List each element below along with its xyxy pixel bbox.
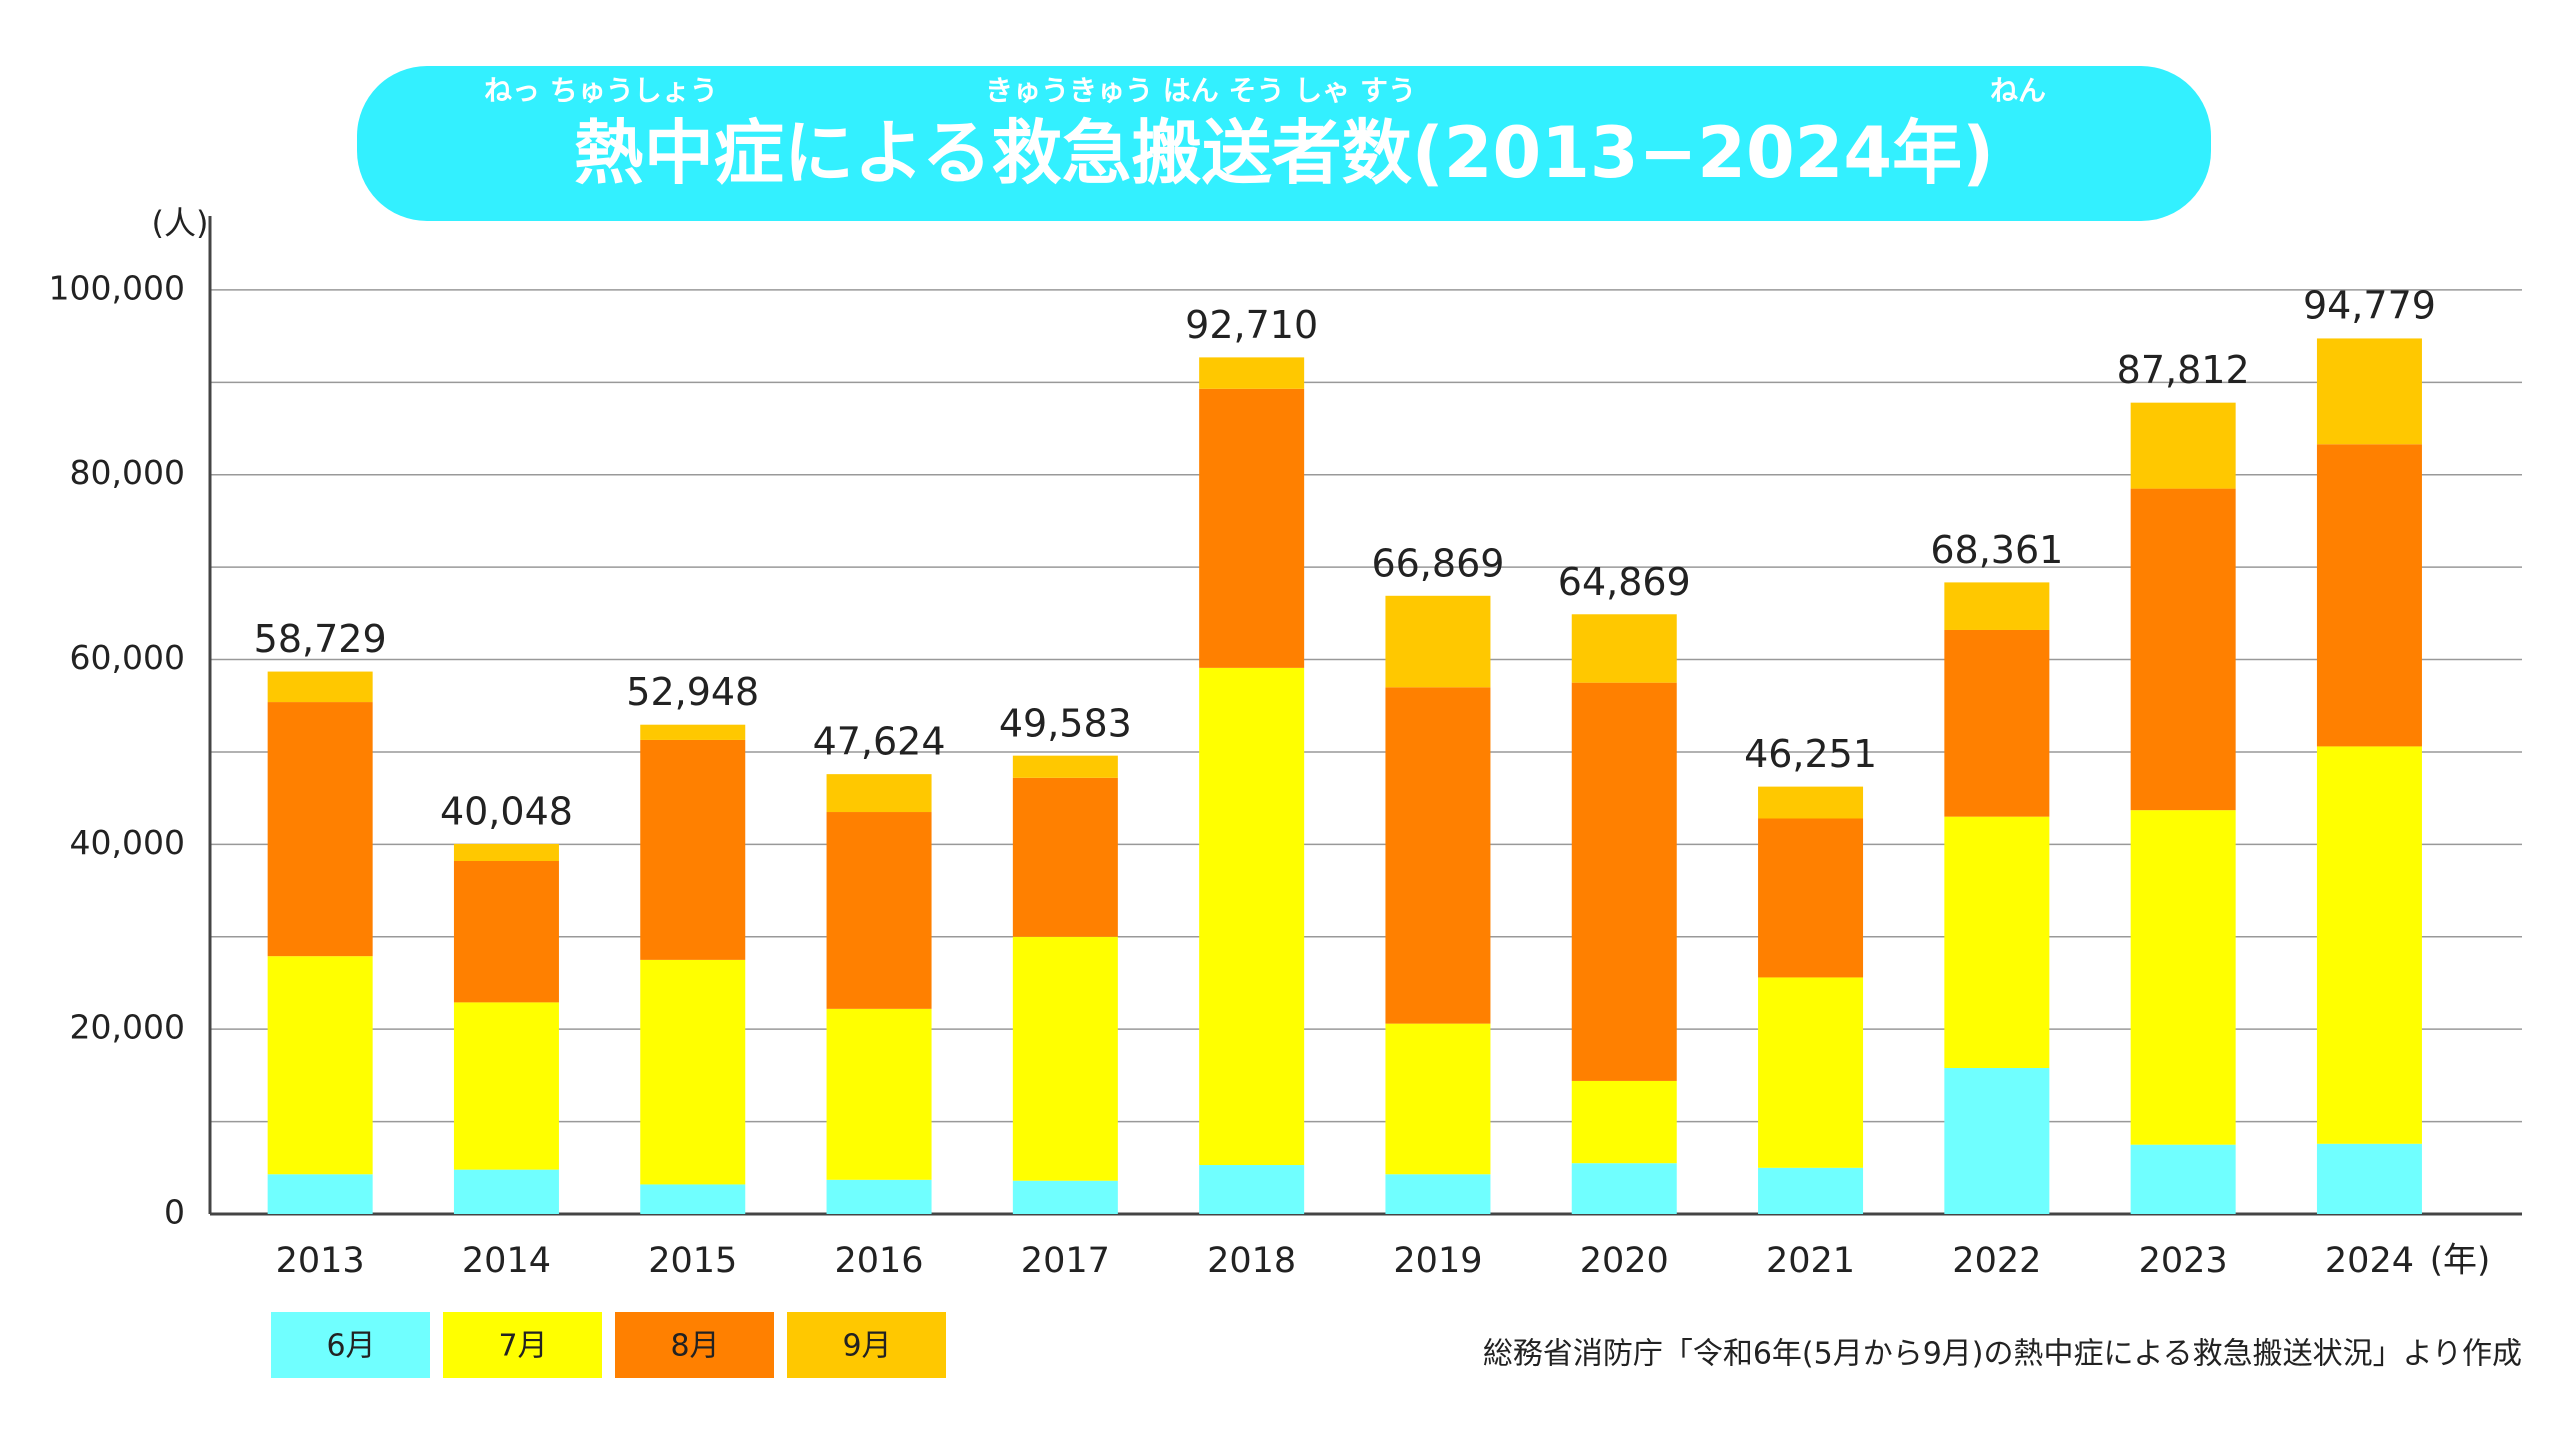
y-tick-label: 100,000 [49, 268, 185, 307]
bar-segment [453, 1169, 559, 1214]
bar-segment [1944, 816, 2050, 1068]
title-ruby: ねん [1990, 74, 2046, 107]
x-tick-label: 2014 [462, 1241, 551, 1281]
legend-swatch [271, 1312, 430, 1378]
bar-segment [2316, 746, 2422, 1144]
bar-segment [640, 724, 746, 740]
legend-label: 8月 [670, 1329, 719, 1364]
total-label: 68,361 [1930, 528, 2063, 572]
x-unit: (年) [2430, 1241, 2491, 1281]
total-label: 47,624 [813, 719, 946, 763]
bar-segment [2130, 402, 2236, 489]
bar-segment [453, 861, 559, 1003]
bar-segment [2316, 1143, 2422, 1214]
y-tick-label: 0 [164, 1193, 185, 1232]
bar-segment [2130, 488, 2236, 811]
bar-segment [826, 1008, 932, 1180]
bar-segment [1758, 818, 1864, 978]
bar-segment [640, 739, 746, 960]
title-ruby: ねっ ちゅうしょう [484, 74, 718, 107]
bar-segment [1944, 582, 2050, 630]
bar-segment [1571, 1163, 1677, 1214]
total-label: 49,583 [999, 701, 1132, 745]
total-label: 58,729 [254, 617, 387, 661]
bar-segment [267, 671, 373, 703]
bar-segment [267, 956, 373, 1175]
title-banner [357, 66, 2211, 221]
bar-segment [1571, 682, 1677, 1081]
x-tick-label: 2019 [1393, 1241, 1482, 1281]
bar-segment [1012, 777, 1118, 937]
bar-segment [453, 1002, 559, 1170]
bar-segment [2316, 338, 2422, 445]
y-tick-label: 60,000 [70, 638, 185, 677]
bar-segment [2130, 810, 2236, 1145]
total-label: 64,869 [1558, 560, 1691, 604]
bar-segment [1758, 977, 1864, 1168]
bar-segment [267, 702, 373, 957]
bar-segment [1571, 1080, 1677, 1164]
bar-segment [1385, 687, 1491, 1024]
bar-segment [1385, 595, 1491, 688]
legend-label: 7月 [498, 1329, 547, 1364]
x-tick-label: 2023 [2139, 1241, 2228, 1281]
bar-segment [1944, 629, 2050, 817]
x-tick-label: 2017 [1021, 1241, 1110, 1281]
y-unit: (人) [152, 204, 209, 242]
x-tick-label: 2020 [1580, 1241, 1669, 1281]
y-tick-label: 80,000 [70, 453, 185, 492]
x-tick-label: 2024 [2325, 1241, 2414, 1281]
x-tick-label: 2015 [648, 1241, 737, 1281]
bar-segment [1385, 1174, 1491, 1214]
total-label: 46,251 [1744, 732, 1877, 776]
bar-segment [1385, 1023, 1491, 1175]
legend-swatch [787, 1312, 946, 1378]
title-ruby: きゅうきゅう はん そう しゃ すう [985, 74, 1416, 107]
bar-segment [640, 959, 746, 1185]
y-tick-label: 40,000 [70, 823, 185, 862]
chart-title: 熱中症による救急搬送者数(2013−2024年) [574, 112, 1994, 194]
total-label: 52,948 [626, 670, 759, 714]
bar-segment [1012, 936, 1118, 1181]
bar-segment [2316, 444, 2422, 747]
bar-segment [1758, 1167, 1864, 1214]
bar-segment [1199, 388, 1305, 668]
x-tick-label: 2018 [1207, 1241, 1296, 1281]
source-note: 総務省消防庁「令和6年(5月から9月)の熱中症による救急搬送状況」より作成 [1483, 1337, 2522, 1372]
total-label: 66,869 [1371, 542, 1504, 586]
bar-segment [1758, 786, 1864, 819]
bar-segment [453, 843, 559, 862]
x-tick-label: 2013 [276, 1241, 365, 1281]
total-label: 94,779 [2303, 284, 2436, 328]
bar-segment [826, 1179, 932, 1214]
bar-segment [267, 1174, 373, 1214]
bar-segment [1199, 357, 1305, 389]
bar-segment [1199, 667, 1305, 1166]
bar-segment [1012, 755, 1118, 778]
total-label: 87,812 [2117, 348, 2250, 392]
x-tick-label: 2021 [1766, 1241, 1855, 1281]
bar-segment [826, 774, 932, 813]
bar-segment [1571, 614, 1677, 683]
legend-label: 9月 [842, 1329, 891, 1364]
bar-segment [826, 812, 932, 1009]
bar-segment [640, 1184, 746, 1214]
x-tick-label: 2016 [835, 1241, 924, 1281]
bar-segment [2130, 1144, 2236, 1214]
total-label: 92,710 [1185, 303, 1318, 347]
legend-swatch [615, 1312, 774, 1378]
legend-label: 6月 [326, 1329, 375, 1364]
y-tick-label: 20,000 [70, 1008, 185, 1047]
total-label: 40,048 [440, 789, 573, 833]
bar-segment [1012, 1180, 1118, 1214]
bar-segment [1944, 1067, 2050, 1214]
legend-swatch [443, 1312, 602, 1378]
x-tick-label: 2022 [1952, 1241, 2041, 1281]
bar-segment [1199, 1165, 1305, 1214]
